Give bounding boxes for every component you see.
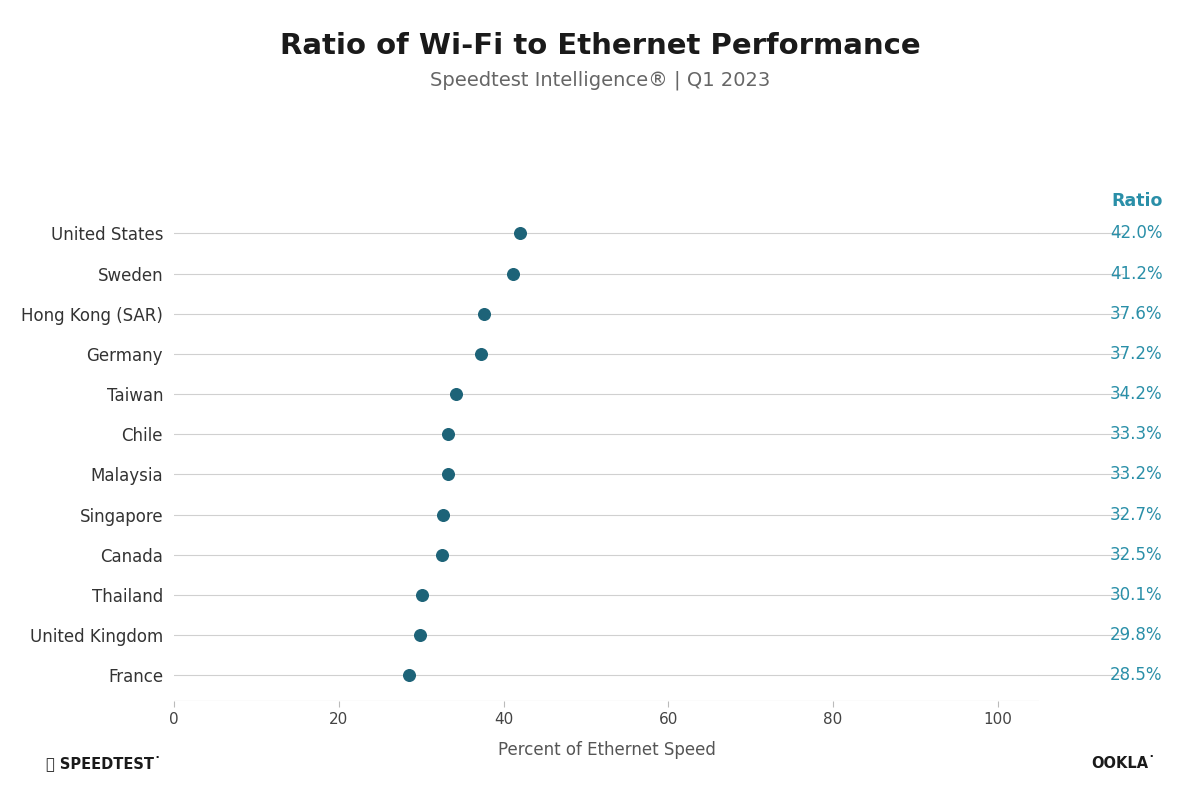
Point: [399, 669, 418, 681]
Point: [410, 629, 429, 642]
Text: Ratio: Ratio: [1111, 192, 1163, 210]
Point: [412, 588, 431, 601]
Text: OOKLA˙: OOKLA˙: [1091, 756, 1155, 771]
Text: 28.5%: 28.5%: [1110, 666, 1163, 685]
Point: [438, 468, 458, 481]
Point: [438, 428, 458, 441]
Point: [474, 308, 494, 320]
Text: 42.0%: 42.0%: [1110, 224, 1163, 242]
Text: ⏱ SPEEDTEST˙: ⏱ SPEEDTEST˙: [46, 756, 161, 771]
Text: 29.8%: 29.8%: [1110, 626, 1163, 644]
Point: [471, 347, 490, 360]
Point: [510, 227, 530, 240]
Text: 32.5%: 32.5%: [1110, 546, 1163, 563]
Text: 33.2%: 33.2%: [1110, 465, 1163, 483]
X-axis label: Percent of Ethernet Speed: Percent of Ethernet Speed: [497, 741, 716, 760]
Point: [434, 508, 453, 521]
Text: Speedtest Intelligence® | Q1 2023: Speedtest Intelligence® | Q1 2023: [430, 70, 771, 89]
Point: [447, 387, 466, 400]
Text: 34.2%: 34.2%: [1110, 385, 1163, 403]
Point: [432, 548, 452, 561]
Text: 41.2%: 41.2%: [1110, 265, 1163, 282]
Text: 33.3%: 33.3%: [1110, 426, 1163, 443]
Text: 32.7%: 32.7%: [1110, 505, 1163, 524]
Text: Ratio of Wi-Fi to Ethernet Performance: Ratio of Wi-Fi to Ethernet Performance: [280, 32, 921, 60]
Text: 37.6%: 37.6%: [1110, 304, 1163, 323]
Point: [504, 267, 524, 280]
Text: 30.1%: 30.1%: [1110, 586, 1163, 604]
Text: 37.2%: 37.2%: [1110, 345, 1163, 363]
